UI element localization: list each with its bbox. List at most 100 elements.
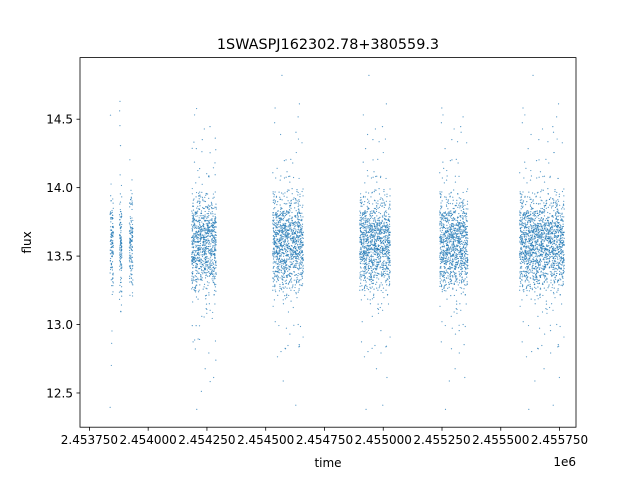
data-point: [372, 264, 374, 266]
data-point: [273, 272, 275, 274]
data-point: [446, 227, 448, 229]
data-point: [282, 286, 284, 288]
data-point: [279, 179, 281, 181]
data-point: [441, 242, 444, 244]
data-point: [377, 218, 379, 220]
data-point: [214, 257, 216, 259]
data-point: [287, 232, 289, 234]
data-point: [439, 253, 441, 255]
data-point: [112, 244, 114, 247]
data-point: [210, 229, 212, 231]
data-point: [289, 222, 291, 224]
data-point: [385, 212, 388, 214]
data-point: [458, 212, 460, 215]
data-point: [293, 289, 295, 292]
data-point: [283, 265, 285, 268]
data-point: [444, 408, 447, 410]
data-point: [463, 229, 465, 231]
data-point: [366, 248, 368, 250]
data-point: [466, 220, 468, 223]
data-point: [457, 257, 460, 260]
data-point: [131, 193, 133, 195]
data-point: [283, 177, 286, 179]
data-point: [372, 243, 374, 245]
data-point: [370, 177, 373, 179]
data-point: [452, 237, 454, 239]
data-point: [371, 267, 373, 269]
data-point: [379, 223, 382, 225]
data-point: [384, 255, 386, 257]
data-point: [274, 233, 276, 235]
data-point: [211, 252, 213, 254]
data-point: [199, 226, 202, 228]
data-point: [119, 265, 121, 267]
data-point: [369, 213, 371, 215]
data-point: [282, 236, 284, 238]
data-point: [120, 310, 122, 312]
data-point: [207, 257, 209, 260]
data-point: [385, 236, 387, 239]
data-point: [205, 229, 207, 231]
data-point: [298, 222, 300, 224]
data-point: [297, 208, 300, 210]
data-point: [374, 217, 376, 219]
data-point: [359, 227, 361, 229]
data-point: [364, 279, 367, 281]
data-point: [365, 232, 367, 234]
data-point: [549, 247, 551, 249]
data-point: [389, 195, 391, 197]
data-point: [287, 248, 289, 250]
data-point: [272, 277, 274, 279]
data-point: [210, 251, 212, 253]
data-point: [455, 223, 457, 225]
data-point: [451, 327, 453, 329]
data-point: [201, 183, 203, 185]
data-point: [212, 262, 214, 265]
data-point: [201, 269, 203, 272]
data-point: [561, 232, 563, 234]
data-point: [272, 219, 274, 221]
data-point: [451, 244, 453, 247]
data-point: [295, 242, 297, 244]
data-point: [119, 248, 121, 250]
data-point: [300, 263, 302, 265]
data-point: [129, 216, 131, 218]
data-point: [363, 225, 365, 227]
data-point: [206, 281, 209, 283]
data-point: [280, 269, 283, 271]
data-point: [378, 258, 380, 260]
data-point: [369, 276, 372, 278]
data-point: [295, 262, 297, 265]
data-point: [274, 237, 276, 239]
data-point: [273, 256, 275, 258]
data-point: [384, 235, 386, 237]
data-point: [289, 236, 291, 238]
data-point: [389, 272, 391, 274]
data-point: [199, 284, 201, 286]
data-point: [364, 276, 366, 278]
data-point: [193, 234, 195, 236]
data-point: [448, 237, 451, 239]
data-point: [459, 207, 461, 209]
data-point: [362, 217, 364, 219]
data-point: [295, 246, 297, 248]
data-point: [361, 242, 363, 244]
data-point: [297, 228, 299, 231]
data-point: [214, 137, 216, 139]
data-point: [386, 246, 388, 248]
data-point: [461, 243, 463, 245]
data-point: [200, 262, 203, 264]
data-point: [295, 404, 297, 406]
data-point: [528, 247, 530, 249]
data-point: [275, 195, 278, 198]
data-point: [445, 264, 447, 266]
data-point: [199, 245, 202, 247]
data-point: [458, 235, 460, 237]
data-point: [560, 224, 562, 227]
data-point: [366, 226, 368, 228]
data-point: [292, 250, 294, 252]
data-point: [458, 240, 460, 242]
data-point: [381, 272, 383, 274]
data-point: [278, 253, 280, 255]
data-point: [201, 255, 204, 258]
